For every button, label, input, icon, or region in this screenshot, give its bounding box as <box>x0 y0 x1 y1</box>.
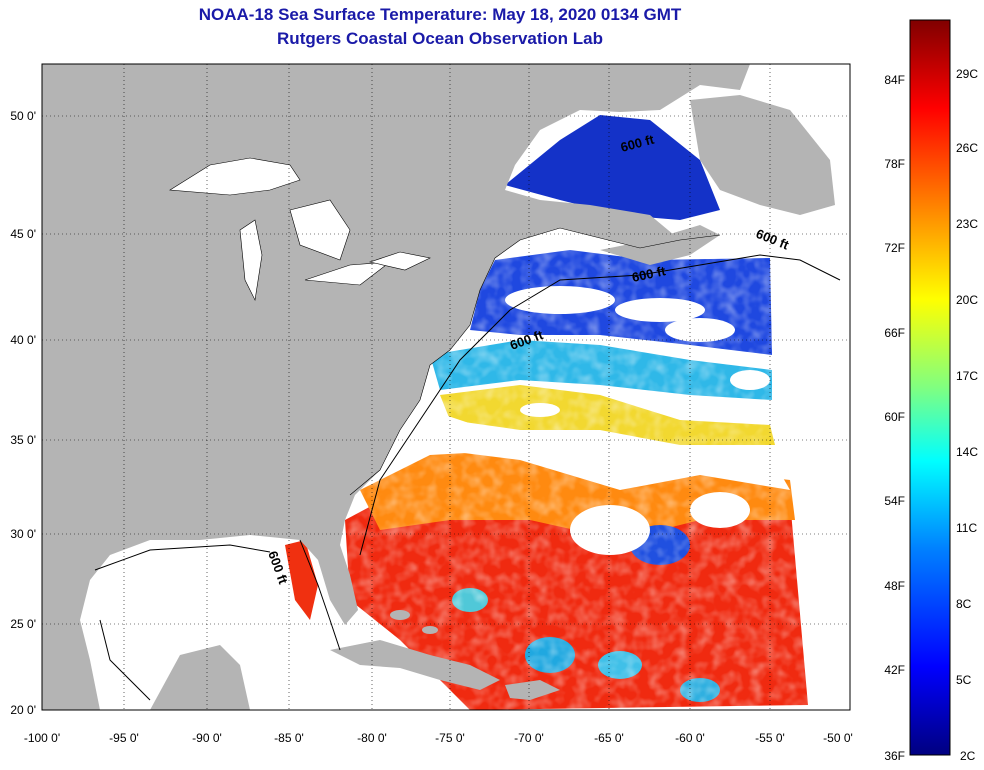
lat-tick-label: 50 0' <box>10 109 36 123</box>
colorbar-c-label: 17C <box>956 369 978 383</box>
lon-tick-label: -50 0' <box>823 731 853 745</box>
coastline <box>349 227 721 496</box>
colorbar-c-label: 23C <box>956 217 978 231</box>
lat-tick-label: 45 0' <box>10 227 36 241</box>
depth-contour <box>94 254 841 701</box>
lon-tick-label: -70 0' <box>514 731 544 745</box>
lon-tick-label: -100 0' <box>24 731 60 745</box>
colorbar-gradient <box>909 19 951 756</box>
lat-tick-label: 20 0' <box>10 703 36 717</box>
land <box>42 64 835 710</box>
lon-tick-label: -80 0' <box>357 731 387 745</box>
map-title: NOAA-18 Sea Surface Temperature: May 18,… <box>198 5 682 24</box>
lat-axis: 50 0' 45 0' 40 0' 35 0' 30 0' 25 0' 20 0… <box>10 109 36 717</box>
colorbar-f-label: 60F <box>884 410 905 424</box>
colorbar-c-label: 5C <box>956 673 972 687</box>
colorbar-c-label: 11C <box>956 521 977 535</box>
contour-label: 600 ft <box>631 263 668 285</box>
lon-tick-label: -95 0' <box>109 731 139 745</box>
lat-tick-label: 35 0' <box>10 433 36 447</box>
colorbar-c-label: 20C <box>956 293 978 307</box>
lon-tick-label: -55 0' <box>755 731 785 745</box>
colorbar-c-label: 14C <box>956 445 978 459</box>
lon-tick-label: -65 0' <box>594 731 624 745</box>
colorbar-c-label: 8C <box>956 597 972 611</box>
colorbar-f-label: 54F <box>884 494 905 508</box>
colorbar-f-label: 48F <box>884 579 905 593</box>
map-subtitle: Rutgers Coastal Ocean Observation Lab <box>277 29 603 48</box>
sst-florida-west <box>285 540 318 620</box>
lat-tick-label: 25 0' <box>10 617 36 631</box>
great-lakes <box>169 157 431 301</box>
lon-tick-label: -75 0' <box>435 731 465 745</box>
graticule <box>42 64 850 710</box>
lat-tick-label: 30 0' <box>10 527 36 541</box>
colorbar-f-label: 78F <box>884 157 905 171</box>
map-frame <box>41 63 851 711</box>
colorbar-f-label: 36F <box>884 749 905 763</box>
lon-tick-label: -85 0' <box>274 731 304 745</box>
colorbar-f-label: 42F <box>884 663 905 677</box>
colorbar-c-label: 26C <box>956 141 978 155</box>
colorbar: 84F 78F 72F 66F 60F 54F 48F 42F 36F 29C … <box>884 19 978 763</box>
colorbar-f-label: 66F <box>884 326 905 340</box>
lon-tick-label: -90 0' <box>192 731 222 745</box>
colorbar-f-label: 72F <box>884 241 905 255</box>
sst-gulf-st-lawrence <box>505 115 720 220</box>
lon-tick-label: -60 0' <box>675 731 705 745</box>
colorbar-c-label: 2C <box>960 749 976 763</box>
lat-tick-label: 40 0' <box>10 333 36 347</box>
colorbar-c-label: 29C <box>956 67 978 81</box>
lon-axis: -100 0' -95 0' -90 0' -85 0' -80 0' -75 … <box>24 731 853 745</box>
colorbar-f-label: 84F <box>884 73 905 87</box>
